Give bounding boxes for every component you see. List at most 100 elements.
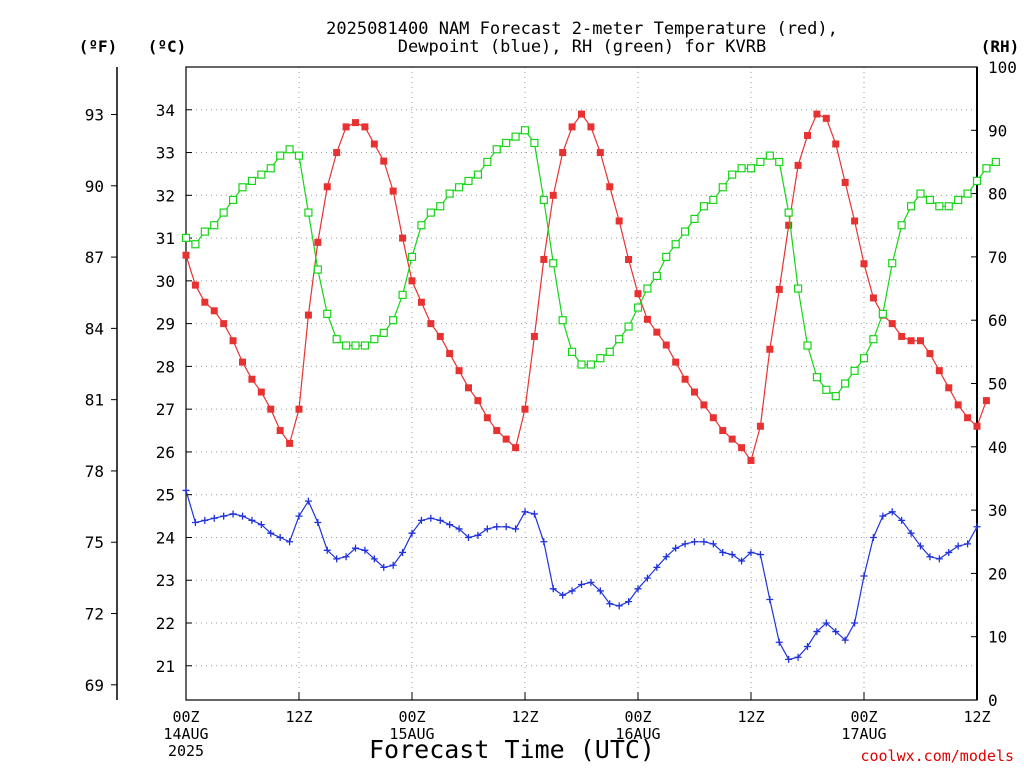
rh-point	[464, 176, 473, 186]
dewpoint-point	[700, 538, 708, 546]
temperature-point	[389, 187, 397, 195]
rh-point	[944, 202, 953, 211]
rh-point	[615, 335, 624, 344]
rh-point	[633, 303, 643, 312]
dewpoint-point	[446, 521, 454, 529]
rh-point	[737, 164, 746, 173]
temperature-point	[549, 191, 557, 199]
dewpoint-point	[352, 544, 359, 552]
temperature-point	[361, 123, 369, 131]
temperature-point	[220, 320, 228, 328]
temperature-point	[323, 183, 331, 191]
fahrenheit-tick-label: 90	[85, 177, 104, 196]
rh-point	[181, 233, 191, 243]
rh-point	[276, 151, 285, 160]
rh-point	[756, 157, 765, 167]
temperature-point	[973, 422, 981, 430]
dewpoint-point	[935, 555, 943, 563]
temperature-point	[841, 178, 849, 186]
series-layer	[181, 110, 1000, 663]
rh-point	[341, 341, 351, 350]
temperature-point	[728, 435, 736, 443]
dewpoint-point	[728, 551, 736, 559]
dewpoint-point	[295, 512, 303, 520]
dewpoint-point	[832, 628, 840, 636]
rh-axis: 0 10 20 30 40 50 60 70 80 90 100	[971, 58, 1017, 710]
dewpoint-point	[182, 486, 190, 494]
temperature-point	[935, 367, 943, 375]
dewpoint-point	[370, 555, 378, 563]
rh-point	[765, 151, 774, 160]
temperature-point	[917, 337, 924, 345]
temperature-point	[804, 131, 811, 139]
rh-point	[831, 392, 840, 401]
dewpoint-point	[954, 542, 962, 550]
dewpoint-point	[248, 516, 256, 524]
temperature-point	[540, 255, 548, 263]
temperature-point	[672, 358, 680, 366]
x-axis-label: Forecast Time (UTC)	[369, 735, 655, 764]
dewpoint-point	[964, 540, 972, 548]
dewpoint-point	[672, 544, 680, 552]
dewpoint-point	[804, 643, 811, 651]
dewpoint-point	[926, 553, 934, 561]
temperature-point	[248, 375, 256, 383]
rh-point	[822, 385, 831, 394]
dewpoint-point	[201, 516, 209, 524]
dewpoint-point	[634, 585, 642, 593]
rh-point	[520, 126, 530, 135]
temperature-point	[606, 183, 614, 191]
rh-point	[294, 151, 304, 160]
dewpoint-point	[239, 512, 246, 520]
dewpoint-point	[653, 563, 661, 571]
dewpoint-point	[512, 525, 520, 533]
rh-point	[285, 145, 294, 154]
rh-point	[407, 252, 417, 261]
dewpoint-point	[389, 561, 397, 569]
dewpoint-point	[436, 516, 444, 524]
fahrenheit-tick-label: 81	[85, 391, 104, 410]
temperature-point	[653, 328, 661, 336]
celsius-tick-label: 33	[156, 144, 175, 163]
rh-tick-label: 70	[988, 248, 1007, 267]
fahrenheit-tick-label: 87	[85, 248, 104, 267]
rh-point	[718, 183, 727, 192]
dewpoint-point	[191, 519, 199, 527]
dewpoint-point	[709, 540, 717, 548]
dewpoint-point	[973, 523, 981, 531]
temperature-point	[417, 298, 425, 306]
dewpoint-point	[380, 563, 388, 571]
rh-point	[643, 284, 652, 293]
time-tick-label: 12Z	[511, 708, 538, 726]
temperature-point	[709, 414, 717, 422]
temperature-point	[756, 422, 764, 430]
temperature-point	[304, 311, 312, 319]
dewpoint-point	[286, 538, 294, 546]
rh-point	[191, 240, 200, 249]
rh-point	[219, 208, 228, 217]
dewpoint-point	[304, 497, 312, 505]
rh-series	[181, 126, 1000, 401]
rh-point	[586, 360, 596, 369]
temperature-point	[907, 337, 915, 345]
dewpoint-point	[483, 525, 491, 533]
rh-point	[935, 202, 944, 211]
temperature-point	[832, 140, 840, 148]
temperature-point	[926, 350, 934, 358]
rh-point	[228, 195, 238, 205]
rh-point	[511, 132, 520, 141]
dewpoint-point	[851, 619, 859, 627]
rh-point	[775, 157, 784, 167]
time-tick-label: 17AUG	[841, 725, 886, 743]
temperature-point	[738, 444, 746, 452]
rh-tick-label: 90	[988, 121, 1007, 140]
rh-point	[266, 164, 275, 173]
dewpoint-point	[785, 655, 793, 663]
rh-point	[492, 145, 501, 154]
dewpoint-point	[578, 581, 585, 589]
temperature-point	[747, 456, 755, 464]
celsius-tick-label: 27	[156, 400, 175, 419]
rh-point	[473, 170, 483, 179]
celsius-tick-label: 24	[156, 528, 175, 547]
dewpoint-point	[493, 523, 501, 531]
